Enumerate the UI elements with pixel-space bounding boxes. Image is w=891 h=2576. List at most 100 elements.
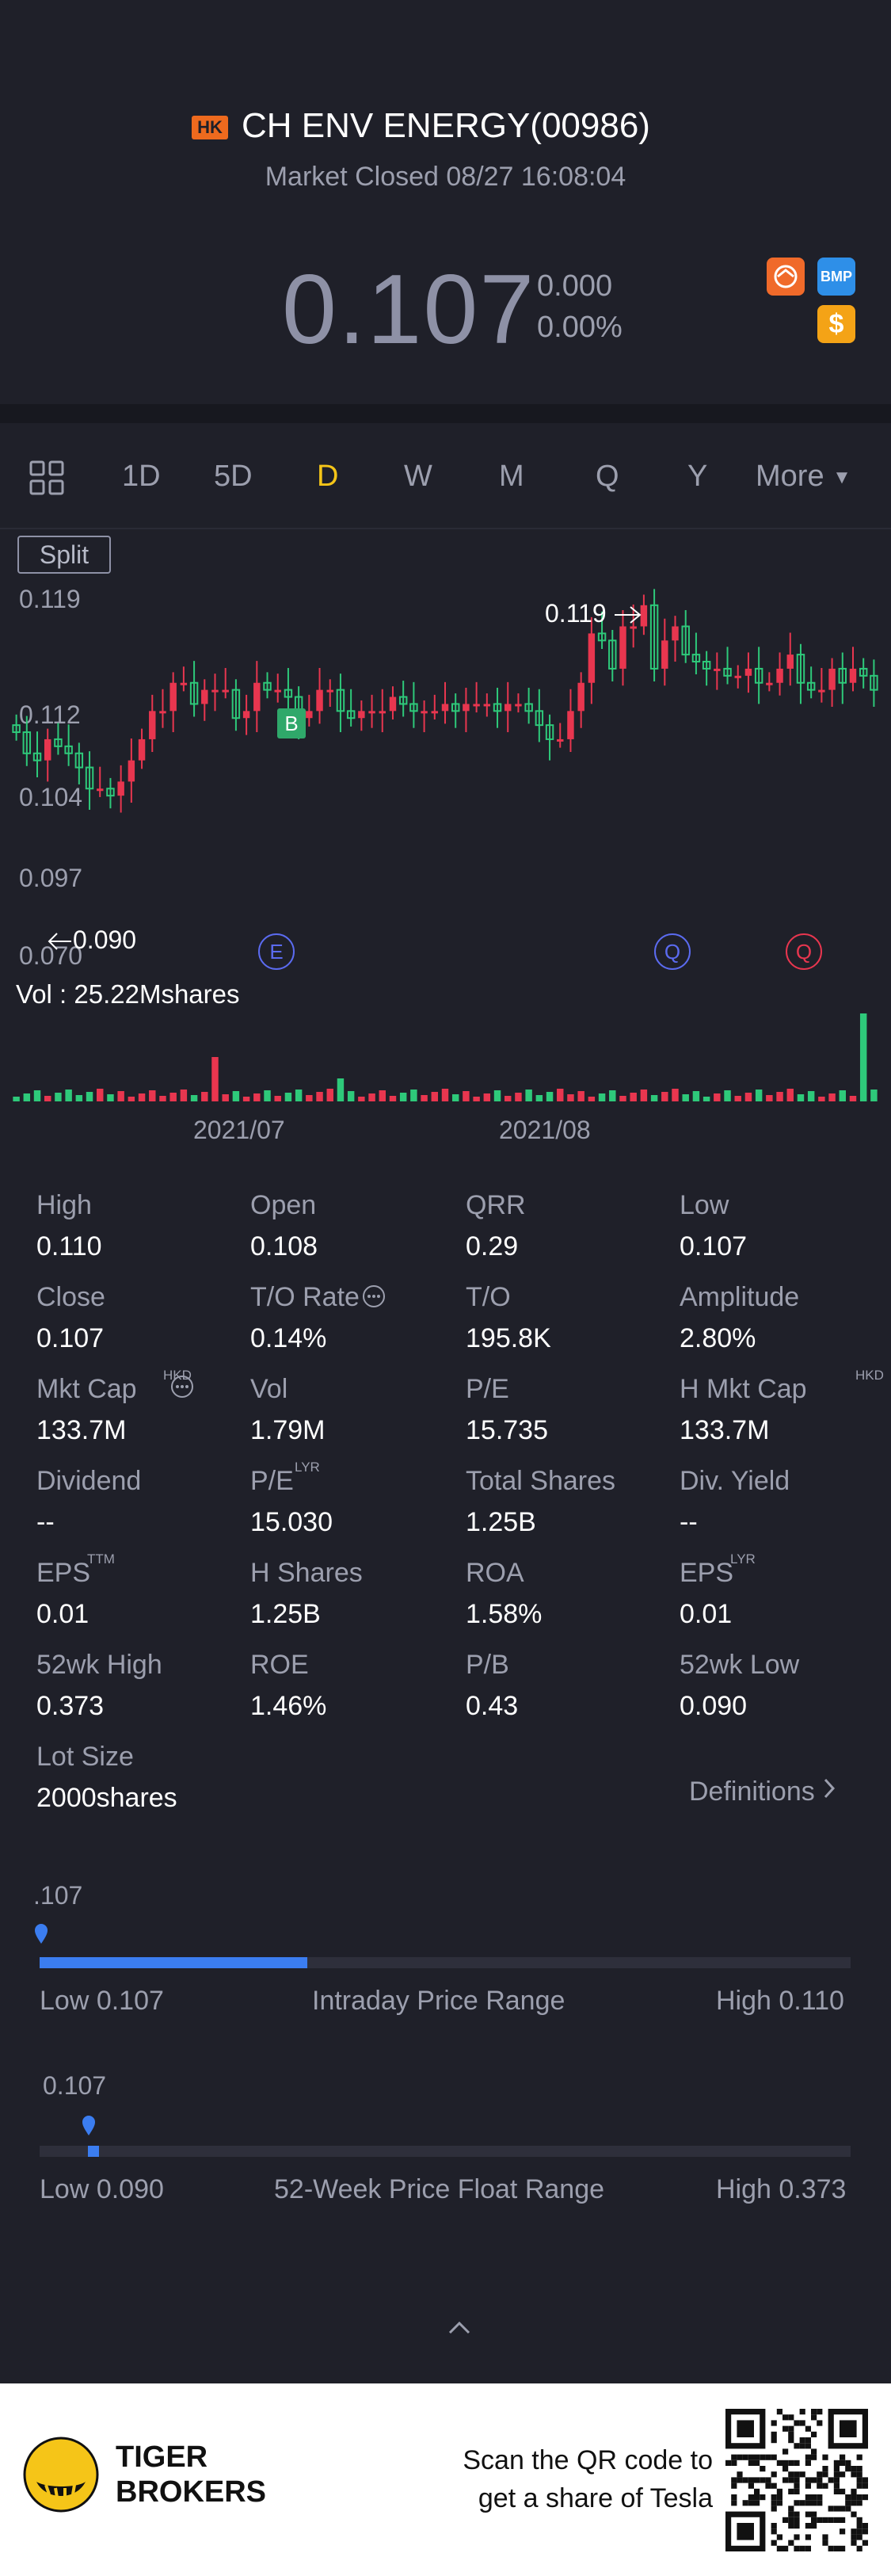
candle-body <box>180 682 188 685</box>
volume-bar <box>326 1089 333 1101</box>
b-marker[interactable]: B <box>277 708 306 738</box>
stat-label: Total Shares <box>466 1466 615 1496</box>
volume-bar <box>849 1096 857 1101</box>
stat-value: 1.25B <box>250 1599 321 1629</box>
candle-body <box>306 711 313 719</box>
hk-connect-icon[interactable] <box>767 258 805 296</box>
qr-code-icon[interactable] <box>725 2409 868 2551</box>
tab-m[interactable]: M <box>499 460 524 493</box>
volume-bar <box>714 1093 721 1101</box>
stat-value: -- <box>36 1507 55 1537</box>
split-button[interactable]: Split <box>17 536 111 574</box>
volume-bar <box>744 1093 752 1101</box>
candlestick-chart[interactable] <box>0 555 891 1109</box>
intraday-pin-icon <box>33 1922 49 1948</box>
info-icon[interactable] <box>361 1284 386 1313</box>
volume-bar <box>379 1090 386 1101</box>
volume-bar <box>274 1096 281 1101</box>
stat-value: 0.43 <box>466 1691 519 1721</box>
volume-bar <box>242 1097 250 1101</box>
candle-body <box>379 711 386 714</box>
candle-body <box>97 788 104 792</box>
stat-label: H Shares <box>250 1558 363 1588</box>
q-marker[interactable]: Q <box>654 933 691 970</box>
volume-bar <box>253 1093 261 1101</box>
stock-title: CH ENV ENERGY(00986) <box>242 106 650 145</box>
stat-value: 1.25B <box>466 1507 536 1537</box>
volume-bar <box>431 1092 439 1101</box>
tab-q[interactable]: Q <box>596 460 619 493</box>
volume-bar <box>755 1090 763 1101</box>
y-tick-label: 0.104 <box>19 783 83 811</box>
volume-bar <box>870 1090 878 1101</box>
volume-bar <box>473 1097 480 1101</box>
candle-body <box>661 640 668 669</box>
volume-bar <box>389 1096 397 1101</box>
volume-bar <box>55 1093 62 1101</box>
layout-grid-icon[interactable] <box>29 460 65 496</box>
candle-body <box>577 682 584 712</box>
tab-w[interactable]: W <box>404 460 432 493</box>
volume-bar <box>159 1096 166 1101</box>
stat-label: QRR <box>466 1190 526 1220</box>
low-annotation: 0.090 <box>73 925 137 954</box>
tab-y[interactable]: Y <box>687 460 708 493</box>
stat-label: Amplitude <box>680 1282 800 1312</box>
definitions-link[interactable]: Definitions <box>689 1776 838 1807</box>
q-marker[interactable]: Q <box>786 933 822 970</box>
last-price: 0.107 <box>282 255 536 364</box>
volume-bar <box>818 1097 825 1101</box>
low-arrow <box>48 933 71 950</box>
volume-bar <box>149 1090 156 1101</box>
candle-body <box>284 689 293 698</box>
tab-1d[interactable]: 1D <box>122 460 161 493</box>
chevron-up-icon[interactable] <box>445 2317 474 2340</box>
candle-body <box>597 632 607 642</box>
candle-body <box>567 711 574 739</box>
candle-body <box>649 604 659 670</box>
candle-body <box>398 696 408 705</box>
stat-superscript: TTM <box>87 1551 115 1567</box>
volume-bar <box>766 1095 773 1101</box>
intraday-title: Intraday Price Range <box>312 1986 565 2016</box>
candle-body <box>44 738 51 761</box>
volume-bar <box>410 1090 417 1101</box>
intraday-high: High 0.110 <box>716 1986 844 2016</box>
volume-bar <box>493 1090 501 1101</box>
candle-body <box>619 626 626 669</box>
volume-bar <box>786 1089 794 1101</box>
candle-body <box>744 668 752 676</box>
week52-range-marker <box>88 2146 100 2157</box>
stat-label: EPS <box>36 1558 91 1588</box>
volume-bar <box>86 1092 93 1101</box>
candle-body <box>189 681 199 705</box>
stat-label: Div. Yield <box>680 1466 790 1496</box>
y-tick-label: 0.119 <box>19 585 81 613</box>
e-marker[interactable]: E <box>258 933 295 970</box>
tab-d[interactable]: D <box>317 460 339 493</box>
qr-caption-line1: Scan the QR code to <box>463 2445 713 2475</box>
intraday-low: Low 0.107 <box>40 1986 164 2016</box>
bmp-icon[interactable]: BMP <box>817 258 855 296</box>
week52-current-value: 0.107 <box>43 2071 107 2100</box>
intraday-range-fill <box>40 1957 307 1968</box>
tab-more[interactable]: More ▼ <box>756 460 851 494</box>
volume-bar <box>630 1093 637 1101</box>
candle-body <box>515 704 522 707</box>
candle-body <box>859 667 868 677</box>
y-tick-label: 0.112 <box>19 700 81 729</box>
stat-value: 133.7M <box>680 1415 770 1445</box>
info-icon[interactable] <box>169 1374 195 1403</box>
section-divider <box>0 404 891 423</box>
dollar-icon[interactable]: $ <box>817 305 855 343</box>
stat-value: 1.58% <box>466 1599 543 1629</box>
candle-body <box>358 711 365 719</box>
volume-bar <box>190 1095 198 1101</box>
volume-bar <box>567 1094 574 1101</box>
candle-body <box>54 738 63 747</box>
candle-body <box>483 704 491 707</box>
volume-bar <box>859 1013 867 1101</box>
tab-5d[interactable]: 5D <box>214 460 253 493</box>
volume-bar <box>295 1090 303 1101</box>
stat-label: T/O Rate <box>250 1282 360 1312</box>
